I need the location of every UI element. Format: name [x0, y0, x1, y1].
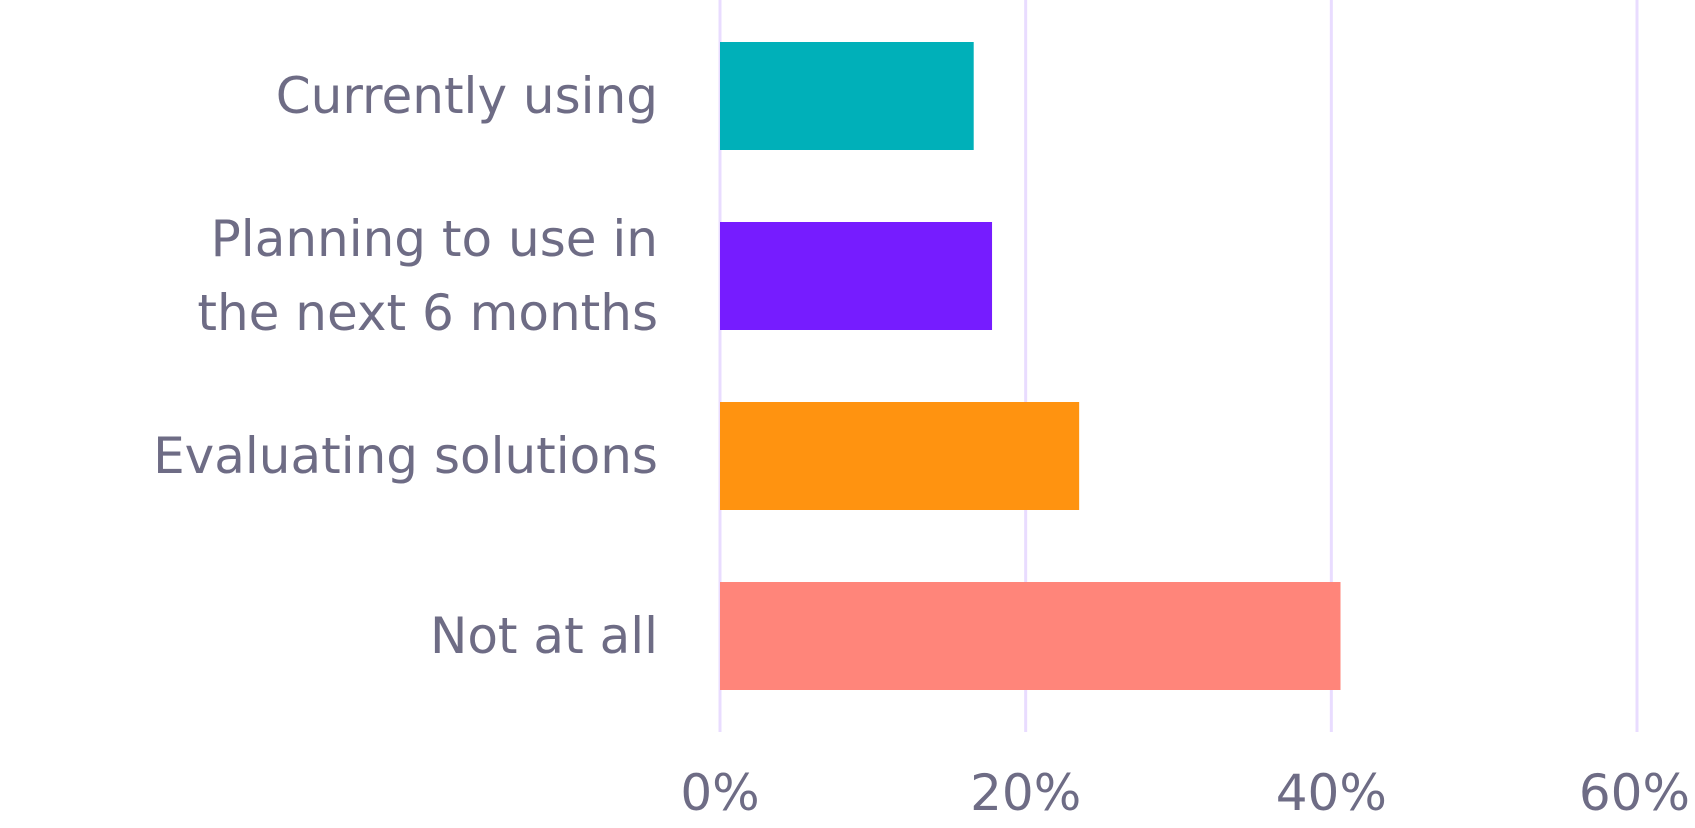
- category-label-0: Currently using: [276, 67, 658, 125]
- x-tick-label-0: 0%: [680, 764, 759, 822]
- category-labels: Currently using Planning to use in the nex…: [153, 67, 658, 665]
- bar-1: [720, 222, 993, 330]
- category-label-1-line-0: Planning to use in: [211, 210, 658, 268]
- bar-0: [720, 42, 974, 150]
- bar-3: [720, 582, 1341, 690]
- x-tick-label-2: 40%: [1276, 764, 1387, 822]
- bars: [720, 42, 1341, 690]
- category-label-1-line-1: the next 6 months: [197, 284, 658, 342]
- x-tick-label-3: 60%: [1579, 764, 1690, 822]
- x-tick-label-1: 20%: [970, 764, 1081, 822]
- bar-2: [720, 402, 1080, 510]
- category-label-3: Not at all: [430, 607, 658, 665]
- category-label-2: Evaluating solutions: [153, 427, 658, 485]
- x-tick-labels: 0% 20% 40% 60%: [680, 764, 1690, 822]
